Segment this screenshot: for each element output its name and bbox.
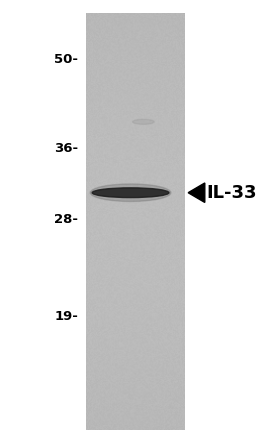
Ellipse shape (92, 188, 169, 198)
Ellipse shape (90, 184, 171, 202)
Text: 28-: 28- (54, 213, 78, 226)
Text: 36-: 36- (54, 142, 78, 155)
Text: 50-: 50- (54, 53, 78, 66)
Text: 19-: 19- (54, 310, 78, 323)
Polygon shape (188, 183, 205, 202)
Text: IL-33: IL-33 (207, 184, 256, 202)
Ellipse shape (133, 119, 154, 124)
